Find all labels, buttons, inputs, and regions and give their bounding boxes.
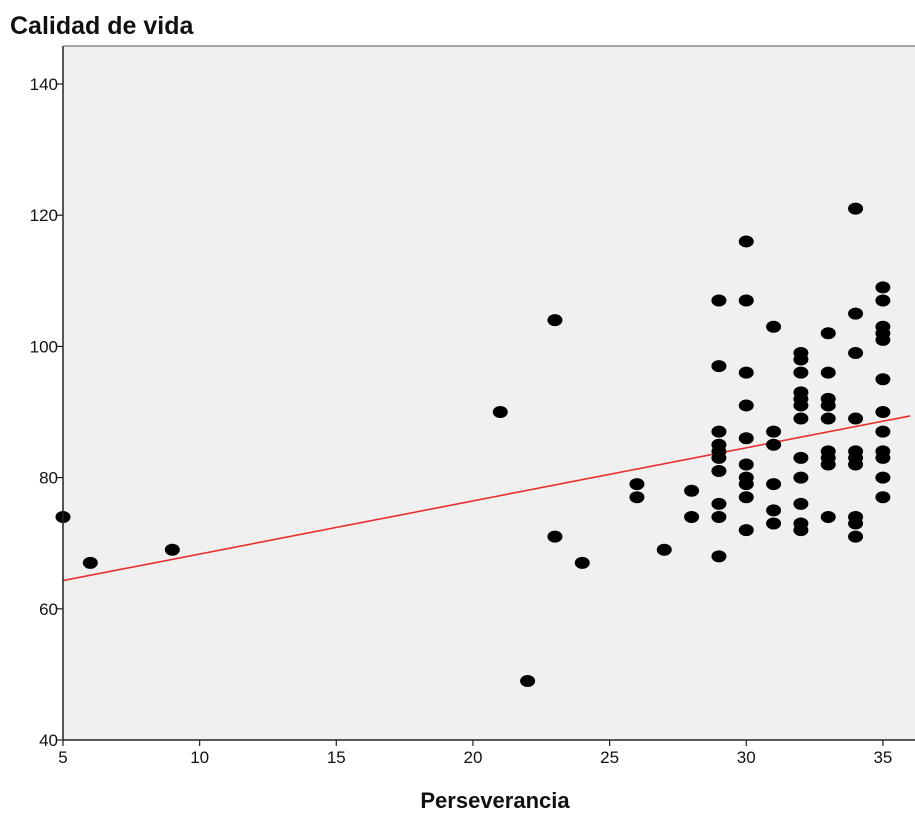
data-point: [738, 478, 754, 491]
data-point: [875, 425, 891, 438]
data-point: [875, 451, 891, 464]
data-point: [656, 543, 672, 556]
data-point: [875, 373, 891, 386]
data-point: [793, 471, 809, 484]
data-point: [820, 510, 836, 523]
data-point: [793, 399, 809, 412]
data-point: [848, 517, 864, 530]
data-point: [766, 478, 782, 491]
data-point: [793, 353, 809, 366]
data-point: [738, 235, 754, 248]
data-point: [738, 399, 754, 412]
data-point: [711, 360, 727, 373]
data-point: [520, 674, 536, 687]
data-point: [629, 478, 645, 491]
data-point: [848, 412, 864, 425]
x-tick-label: 5: [58, 748, 67, 767]
data-point: [738, 491, 754, 504]
data-point: [793, 524, 809, 537]
data-point: [766, 320, 782, 333]
data-point: [711, 550, 727, 563]
data-point: [766, 517, 782, 530]
data-point: [738, 294, 754, 307]
data-point: [738, 432, 754, 445]
data-point: [547, 314, 563, 327]
chart-title: Calidad de vida: [10, 12, 194, 40]
data-point: [820, 412, 836, 425]
data-point: [738, 458, 754, 471]
data-point: [766, 425, 782, 438]
data-point: [820, 458, 836, 471]
data-point: [766, 504, 782, 517]
data-point: [164, 543, 180, 556]
data-point: [738, 524, 754, 537]
x-axis-label: Perseverancia: [420, 788, 570, 813]
data-point: [875, 406, 891, 418]
plot-area: [63, 46, 915, 740]
y-tick-label: 80: [39, 469, 58, 488]
data-point: [766, 438, 782, 451]
data-point: [711, 497, 727, 510]
data-point: [492, 406, 508, 418]
data-point: [711, 465, 727, 478]
data-point: [820, 366, 836, 379]
y-tick-label: 100: [30, 337, 58, 356]
data-point: [711, 425, 727, 438]
x-tick-label: 20: [463, 748, 482, 767]
y-tick-label: 140: [30, 75, 58, 94]
data-point: [711, 294, 727, 307]
data-point: [793, 451, 809, 464]
x-tick-label: 15: [327, 748, 346, 767]
data-point: [547, 530, 563, 543]
data-point: [848, 346, 864, 359]
y-tick-label: 120: [30, 206, 58, 225]
data-point: [875, 281, 891, 294]
data-point: [574, 556, 590, 569]
axes: 40 60 80 100 120 140 5 10 15 20 25 30 35: [30, 45, 915, 767]
data-point: [711, 510, 727, 523]
points-layer: [55, 202, 891, 687]
data-point: [848, 202, 864, 215]
x-tick-label: 25: [600, 748, 619, 767]
x-tick-label: 30: [737, 748, 756, 767]
data-point: [848, 458, 864, 471]
y-tick-label: 60: [39, 600, 58, 619]
data-point: [848, 307, 864, 320]
data-point: [793, 497, 809, 510]
x-tick-label: 10: [190, 748, 209, 767]
data-point: [711, 451, 727, 464]
data-point: [875, 491, 891, 504]
data-point: [684, 510, 700, 523]
data-point: [82, 556, 98, 569]
data-point: [684, 484, 700, 497]
scatter-plot: 40 60 80 100 120 140 5 10 15 20 25 30 35: [30, 45, 915, 767]
data-point: [738, 366, 754, 379]
data-point: [875, 333, 891, 346]
y-tick-label: 40: [39, 731, 58, 750]
data-point: [848, 530, 864, 543]
data-point: [793, 412, 809, 425]
x-tick-label: 35: [873, 748, 892, 767]
data-point: [820, 327, 836, 340]
data-point: [793, 366, 809, 379]
data-point: [875, 294, 891, 307]
data-point: [629, 491, 645, 504]
data-point: [820, 399, 836, 412]
data-point: [875, 471, 891, 484]
